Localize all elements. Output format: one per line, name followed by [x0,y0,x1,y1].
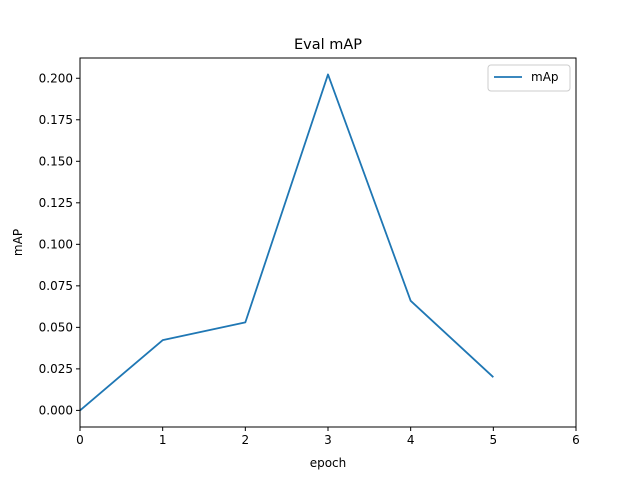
y-axis: 0.000 0.025 0.050 0.075 0.100 0.125 0.150 0.175… [39,71,80,417]
x-tick-label: 6 [572,433,580,447]
x-tick-label: 3 [324,433,332,447]
series-line [79,73,494,412]
y-tick-label: 0.150 [39,154,73,168]
x-tick-label: 1 [159,433,167,447]
x-axis-title: epoch [310,456,347,470]
x-tick-label: 2 [242,433,250,447]
x-axis: 0 1 2 3 4 5 6 [76,427,580,447]
chart-title: Eval mAP [294,37,362,53]
y-tick-label: 0.175 [39,113,73,127]
y-tick-label: 0.200 [39,71,73,85]
y-tick-label: 0.050 [39,320,73,334]
y-tick-label: 0.075 [39,279,73,293]
y-tick-label: 0.100 [39,237,73,251]
y-tick-label: 0.125 [39,196,73,210]
y-axis-title: mAP [11,229,25,256]
legend: mAp [487,64,571,92]
legend-label: mAp [531,70,559,84]
plot-area [79,73,494,412]
x-tick-label: 4 [407,433,415,447]
x-tick-label: 5 [490,433,498,447]
y-tick-label: 0.000 [39,403,73,417]
x-tick-label: 0 [76,433,84,447]
y-tick-label: 0.025 [39,362,73,376]
legend-box [487,64,571,92]
